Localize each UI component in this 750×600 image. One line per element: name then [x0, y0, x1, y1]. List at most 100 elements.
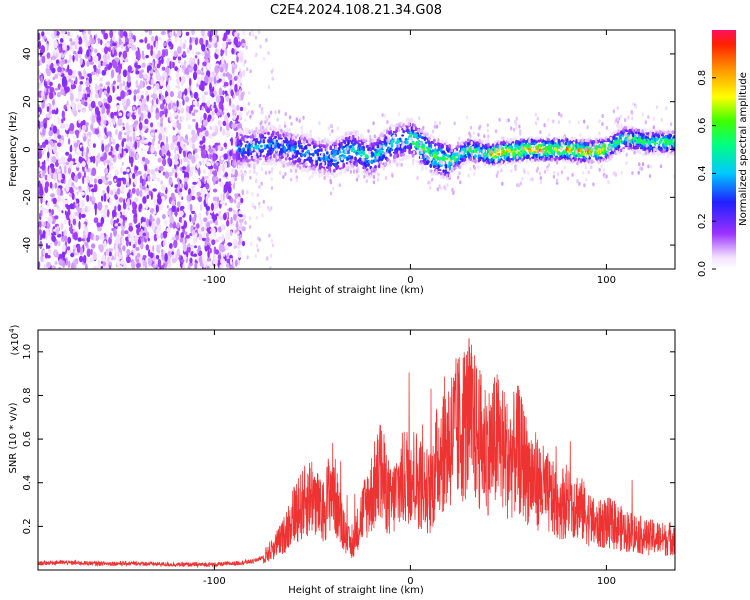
spectrogram-cell: [255, 126, 258, 131]
spectrogram-cell: [101, 143, 105, 153]
spectrogram-cell: [309, 153, 313, 156]
spectrogram-cell: [213, 169, 218, 178]
spectrogram-cell: [69, 38, 73, 42]
spectrogram-cell: [91, 243, 96, 249]
spectrogram-cell: [129, 172, 132, 179]
spectrogram-cell: [254, 35, 258, 40]
spectrogram-cell: [136, 95, 141, 100]
spectrogram-cell: [181, 217, 184, 226]
spectrogram-cell: [47, 151, 50, 159]
spectrogram-cell: [198, 255, 203, 264]
spectrogram-cell: [163, 42, 168, 47]
spectrogram-cell: [93, 217, 99, 224]
spectrogram-cell: [38, 160, 41, 169]
spectrogram-cell: [116, 256, 121, 261]
spectrogram-cell: [106, 174, 111, 178]
spectrogram-cell: [126, 122, 129, 131]
spectrogram-cell: [58, 138, 62, 143]
spectrogram-cell: [357, 139, 361, 143]
spectrogram-cell: [106, 265, 109, 269]
spectrogram-cell: [201, 124, 204, 132]
spectrogram-cell: [130, 235, 135, 244]
spectrogram-cell: [208, 148, 214, 154]
spectrogram-cell: [129, 142, 134, 147]
spectrogram-cell: [203, 118, 208, 127]
spectrogram-cell: [195, 121, 199, 131]
spectrogram-cell: [154, 35, 159, 43]
spectrogram-cell: [412, 123, 416, 126]
spectrogram-cell: [46, 157, 50, 163]
spectrogram-cell: [159, 149, 162, 156]
spectrogram-cell: [66, 104, 70, 110]
spectrogram-cell: [86, 49, 90, 58]
spectrogram-cell: [316, 152, 320, 157]
spectrogram-cell: [40, 91, 45, 98]
spectrogram-cell: [599, 156, 603, 160]
spectrogram-cell: [212, 36, 217, 44]
spectrogram-cell: [487, 143, 490, 147]
spectrogram-cell: [122, 138, 127, 142]
spectrogram-cell: [167, 157, 171, 165]
spectrogram-cell: [157, 37, 162, 41]
spectrogram-cell: [225, 63, 228, 71]
spectrogram-cell: [438, 156, 442, 161]
spectrogram-cell: [83, 136, 87, 142]
spectrogram-cell: [126, 198, 130, 207]
spectrogram-cell: [335, 173, 339, 178]
spectrogram-cell: [125, 236, 129, 242]
spectrogram-cell: [55, 251, 59, 259]
spectrogram-cell: [144, 164, 148, 172]
spectrogram-cell: [132, 114, 137, 120]
spectrogram-cell: [225, 95, 230, 102]
spectrogram-cell: [233, 76, 238, 81]
spectrogram-cell: [355, 151, 359, 154]
spectrogram-cell: [491, 154, 495, 158]
spectrogram-cell: [112, 46, 115, 55]
spectrogram-cell: [48, 140, 54, 145]
spectrogram-cell: [367, 162, 370, 167]
spectrogram-cell: [44, 139, 49, 145]
spectrogram-cell: [261, 134, 264, 139]
spectrogram-cell: [248, 159, 252, 162]
spectrogram-cell: [320, 157, 323, 160]
spectrogram-cell: [54, 261, 58, 265]
spectrogram-cell: [542, 147, 546, 150]
spectrogram-cell: [122, 122, 125, 126]
spectrogram-cell: [295, 154, 299, 157]
spectrogram-cell: [268, 170, 271, 175]
spectrogram-cell: [40, 45, 46, 54]
spectrogram-cell: [38, 206, 43, 211]
spectrogram-cell: [78, 156, 82, 164]
spectrogram-cell: [212, 152, 217, 162]
spectrogram-cell: [578, 143, 582, 146]
spectrogram-cell: [232, 213, 238, 221]
spectrogram-cell: [206, 178, 211, 184]
spectrogram-cell: [135, 255, 138, 262]
spectrogram-cell: [93, 265, 98, 269]
spectrogram-cell: [469, 156, 473, 162]
spectrogram-cell: [60, 59, 66, 64]
spectrogram-cell: [38, 233, 41, 242]
spectrogram-cell: [152, 245, 155, 253]
spectrogram-cell: [617, 145, 621, 149]
spectrogram-cell: [572, 144, 576, 148]
spectrogram-cell: [166, 135, 168, 144]
spectrogram-cell: [80, 191, 85, 196]
spectrogram-cell: [74, 129, 80, 136]
spectrogram-cell: [234, 83, 238, 93]
spectrogram-cell: [121, 177, 125, 181]
spectrogram-cell: [140, 242, 144, 250]
spectrogram-cell: [389, 131, 393, 135]
spectrogram-cell: [42, 230, 46, 239]
spectrogram-cell: [220, 192, 224, 202]
spectrogram-cell: [475, 144, 478, 148]
spectrogram-cell: [293, 165, 296, 168]
spectrogram-cell: [95, 234, 100, 241]
spectrogram-cell: [198, 212, 202, 222]
spectrogram-cell: [303, 158, 307, 162]
spectrogram-cell: [165, 143, 170, 152]
spectrogram-cell: [41, 207, 47, 212]
spectrogram-cell: [190, 185, 196, 190]
spectrogram-cell: [463, 147, 467, 151]
spectrogram-cell: [410, 118, 414, 123]
